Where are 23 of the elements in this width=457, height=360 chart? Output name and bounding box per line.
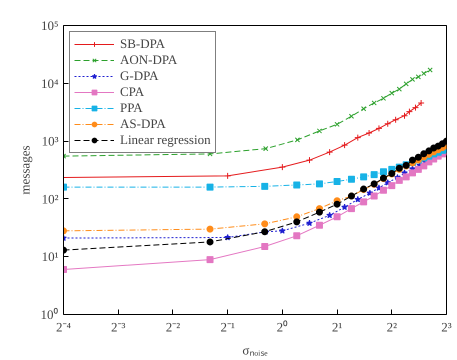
x-tick-label: 2¹ (332, 320, 342, 334)
x-tick-label: 2⁻⁴ (56, 320, 72, 334)
legend-label: PPA (120, 100, 143, 116)
x-axis-title: σₙₒᵢₛₑ (242, 342, 268, 358)
y-tick-label: 10² (42, 191, 59, 206)
legend-label: CPA (120, 84, 144, 100)
x-tick-label: 2⁻¹ (220, 320, 235, 334)
legend-label: SB-DPA (120, 36, 166, 52)
legend-label: AS-DPA (120, 116, 166, 132)
legend-label: AON-DPA (120, 52, 178, 68)
y-tick-label: 10⁵ (40, 18, 59, 33)
x-tick-label: 2⁻² (166, 320, 180, 334)
y-tick-label: 10¹ (42, 249, 59, 264)
x-tick-label: 2² (386, 320, 398, 334)
x-tick-label: 2⁻³ (111, 320, 126, 334)
y-axis-title: messages (18, 145, 32, 195)
x-tick-label: 2³ (441, 320, 452, 334)
y-tick-label: 10⁴ (40, 76, 59, 91)
legend-label: Linear regression (120, 132, 211, 148)
y-tick-label: 10⁰ (40, 307, 58, 322)
y-tick-label: 10³ (42, 134, 59, 149)
x-tick-label: 2⁰ (276, 320, 288, 334)
legend-label: G-DPA (120, 68, 159, 84)
